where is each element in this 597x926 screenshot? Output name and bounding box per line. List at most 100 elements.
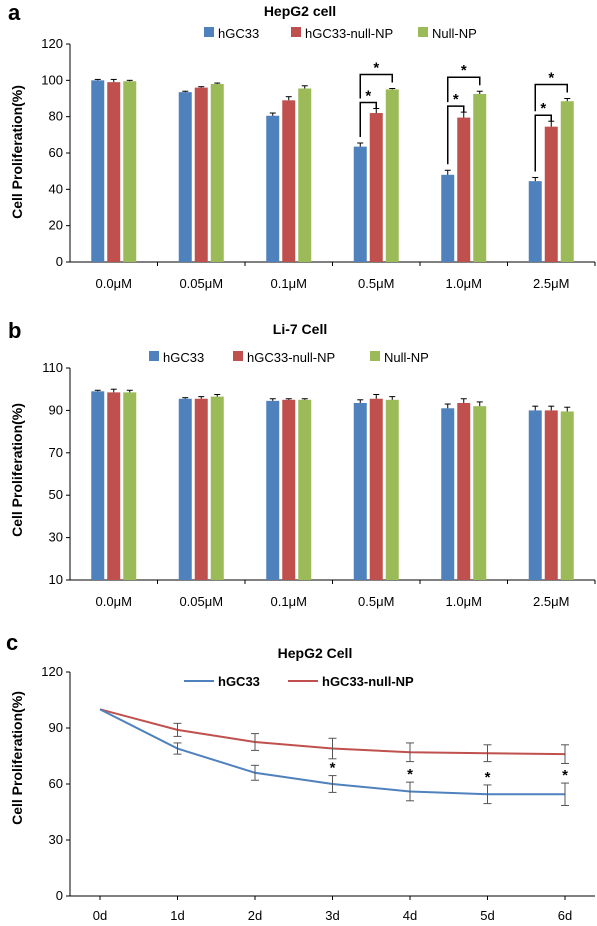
bar bbox=[282, 100, 296, 262]
y-tick-label: 70 bbox=[49, 445, 63, 460]
legend: hGC33 hGC33-null-NP Null-NP bbox=[204, 26, 477, 41]
x-tick-label: 1.0μM bbox=[446, 276, 482, 291]
bar bbox=[369, 398, 383, 580]
bar bbox=[441, 408, 455, 580]
legend-label: hGC33-null-NP bbox=[322, 674, 414, 689]
y-axis-label: Cell Proliferation(%) bbox=[9, 85, 25, 219]
significance-star: * bbox=[461, 62, 467, 79]
significance-star: * bbox=[485, 769, 491, 786]
legend-label: Null-NP bbox=[432, 26, 477, 41]
significance-star: * bbox=[453, 91, 459, 108]
chart-title: HepG2 Cell bbox=[278, 645, 353, 661]
panel-c: c HepG2 Cell hGC33 hGC33-null-NP Cell Pro… bbox=[6, 630, 595, 923]
bar bbox=[91, 80, 105, 262]
x-tick-label: 2.5μM bbox=[533, 276, 569, 291]
bar bbox=[178, 398, 192, 580]
plot-area: 10 30 50 70 90 110 0.0μM 0.05μM 0.1μM 0.5μM 1.0μM 2… bbox=[42, 360, 596, 609]
x-tick-label: 2.5μM bbox=[533, 594, 569, 609]
legend: hGC33 hGC33-null-NP Null-NP bbox=[149, 350, 429, 365]
bar bbox=[194, 87, 208, 262]
x-tick-label: 0.1μM bbox=[271, 594, 307, 609]
significance-bracket bbox=[447, 105, 465, 165]
y-tick-label: 0 bbox=[56, 888, 63, 903]
bar bbox=[107, 392, 121, 580]
y-tick-label: 90 bbox=[49, 720, 63, 735]
legend-label: hGC33-null-NP bbox=[247, 350, 335, 365]
x-tick-label: 0.5μM bbox=[358, 594, 394, 609]
y-tick-label: 30 bbox=[49, 832, 63, 847]
bar bbox=[178, 92, 192, 263]
x-tick-label: 0.0μM bbox=[96, 594, 132, 609]
x-tick-label: 0.0μM bbox=[96, 276, 132, 291]
x-tick-label: 0d bbox=[93, 908, 107, 923]
legend: hGC33 hGC33-null-NP bbox=[184, 674, 414, 689]
y-tick-label: 20 bbox=[49, 218, 63, 233]
x-tick-label: 0.1μM bbox=[271, 276, 307, 291]
legend-label: hGC33 bbox=[163, 350, 204, 365]
significance-star: * bbox=[373, 60, 379, 77]
legend-label: hGC33 bbox=[218, 674, 260, 689]
legend-label: Null-NP bbox=[384, 350, 429, 365]
bar bbox=[457, 117, 471, 262]
plot-area: 0 20 40 60 80 100 120 0.0μM 0.05μM 0.1μM 0.5μM 1.0μ… bbox=[41, 36, 596, 291]
x-tick-label: 1d bbox=[170, 908, 184, 923]
x-tick-label: 2d bbox=[248, 908, 262, 923]
legend-swatch bbox=[418, 27, 428, 37]
significance-bracket bbox=[359, 73, 393, 99]
bar bbox=[107, 82, 121, 263]
y-tick-label: 30 bbox=[49, 530, 63, 545]
bar bbox=[473, 93, 487, 262]
bar bbox=[528, 181, 542, 262]
bar bbox=[544, 410, 558, 580]
y-tick-label: 10 bbox=[49, 572, 63, 587]
significance-star: * bbox=[330, 760, 336, 777]
bar bbox=[353, 146, 367, 262]
y-tick-label: 110 bbox=[42, 360, 63, 375]
plot-area: 0 30 60 90 120 0d 1d 2d 3d 4d 5d 6d * * * * bbox=[41, 664, 595, 923]
chart-title: HepG2 cell bbox=[264, 3, 336, 19]
bar bbox=[560, 101, 574, 262]
x-tick-label: 0.05μM bbox=[179, 276, 223, 291]
y-tick-label: 80 bbox=[49, 109, 63, 124]
chart-title: Li-7 Cell bbox=[273, 321, 327, 337]
legend-swatch bbox=[291, 27, 301, 37]
panel-letter-a: a bbox=[8, 0, 21, 25]
bar bbox=[353, 402, 367, 580]
x-tick-label: 0.05μM bbox=[179, 594, 223, 609]
panel-b: b Li-7 Cell hGC33 hGC33-null-NP Null-NP Ce… bbox=[8, 318, 596, 609]
bar bbox=[298, 88, 312, 262]
legend-label: hGC33-null-NP bbox=[305, 26, 393, 41]
significance-star: * bbox=[548, 70, 554, 87]
significance-star: * bbox=[365, 87, 371, 104]
y-tick-label: 90 bbox=[49, 402, 63, 417]
panel-a: a HepG2 cell hGC33 hGC33-null-NP Null-NP C… bbox=[8, 0, 596, 291]
panel-letter-b: b bbox=[8, 318, 21, 343]
significance-star: * bbox=[540, 100, 546, 117]
x-tick-label: 6d bbox=[558, 908, 572, 923]
x-tick-label: 1.0μM bbox=[446, 594, 482, 609]
y-tick-label: 60 bbox=[49, 145, 63, 160]
panel-letter-c: c bbox=[6, 630, 18, 655]
y-tick-label: 120 bbox=[41, 36, 63, 51]
bar bbox=[298, 399, 312, 580]
y-axis-label: Cell Proliferation(%) bbox=[9, 691, 25, 825]
bar bbox=[441, 174, 455, 262]
x-tick-label: 0.5μM bbox=[358, 276, 394, 291]
bar bbox=[528, 410, 542, 580]
bar bbox=[266, 400, 280, 580]
bar bbox=[194, 398, 208, 580]
y-tick-label: 40 bbox=[49, 181, 63, 196]
y-axis-label: Cell Proliferation(%) bbox=[9, 403, 25, 537]
significance-star: * bbox=[407, 766, 413, 783]
x-tick-label: 4d bbox=[403, 908, 417, 923]
bar bbox=[369, 113, 383, 263]
legend-swatch bbox=[370, 351, 380, 361]
y-tick-label: 50 bbox=[49, 487, 63, 502]
bar bbox=[210, 396, 224, 580]
significance-bracket bbox=[534, 83, 568, 112]
x-tick-label: 5d bbox=[480, 908, 494, 923]
bar bbox=[91, 391, 105, 580]
y-tick-label: 120 bbox=[41, 664, 63, 679]
y-tick-label: 60 bbox=[49, 776, 63, 791]
